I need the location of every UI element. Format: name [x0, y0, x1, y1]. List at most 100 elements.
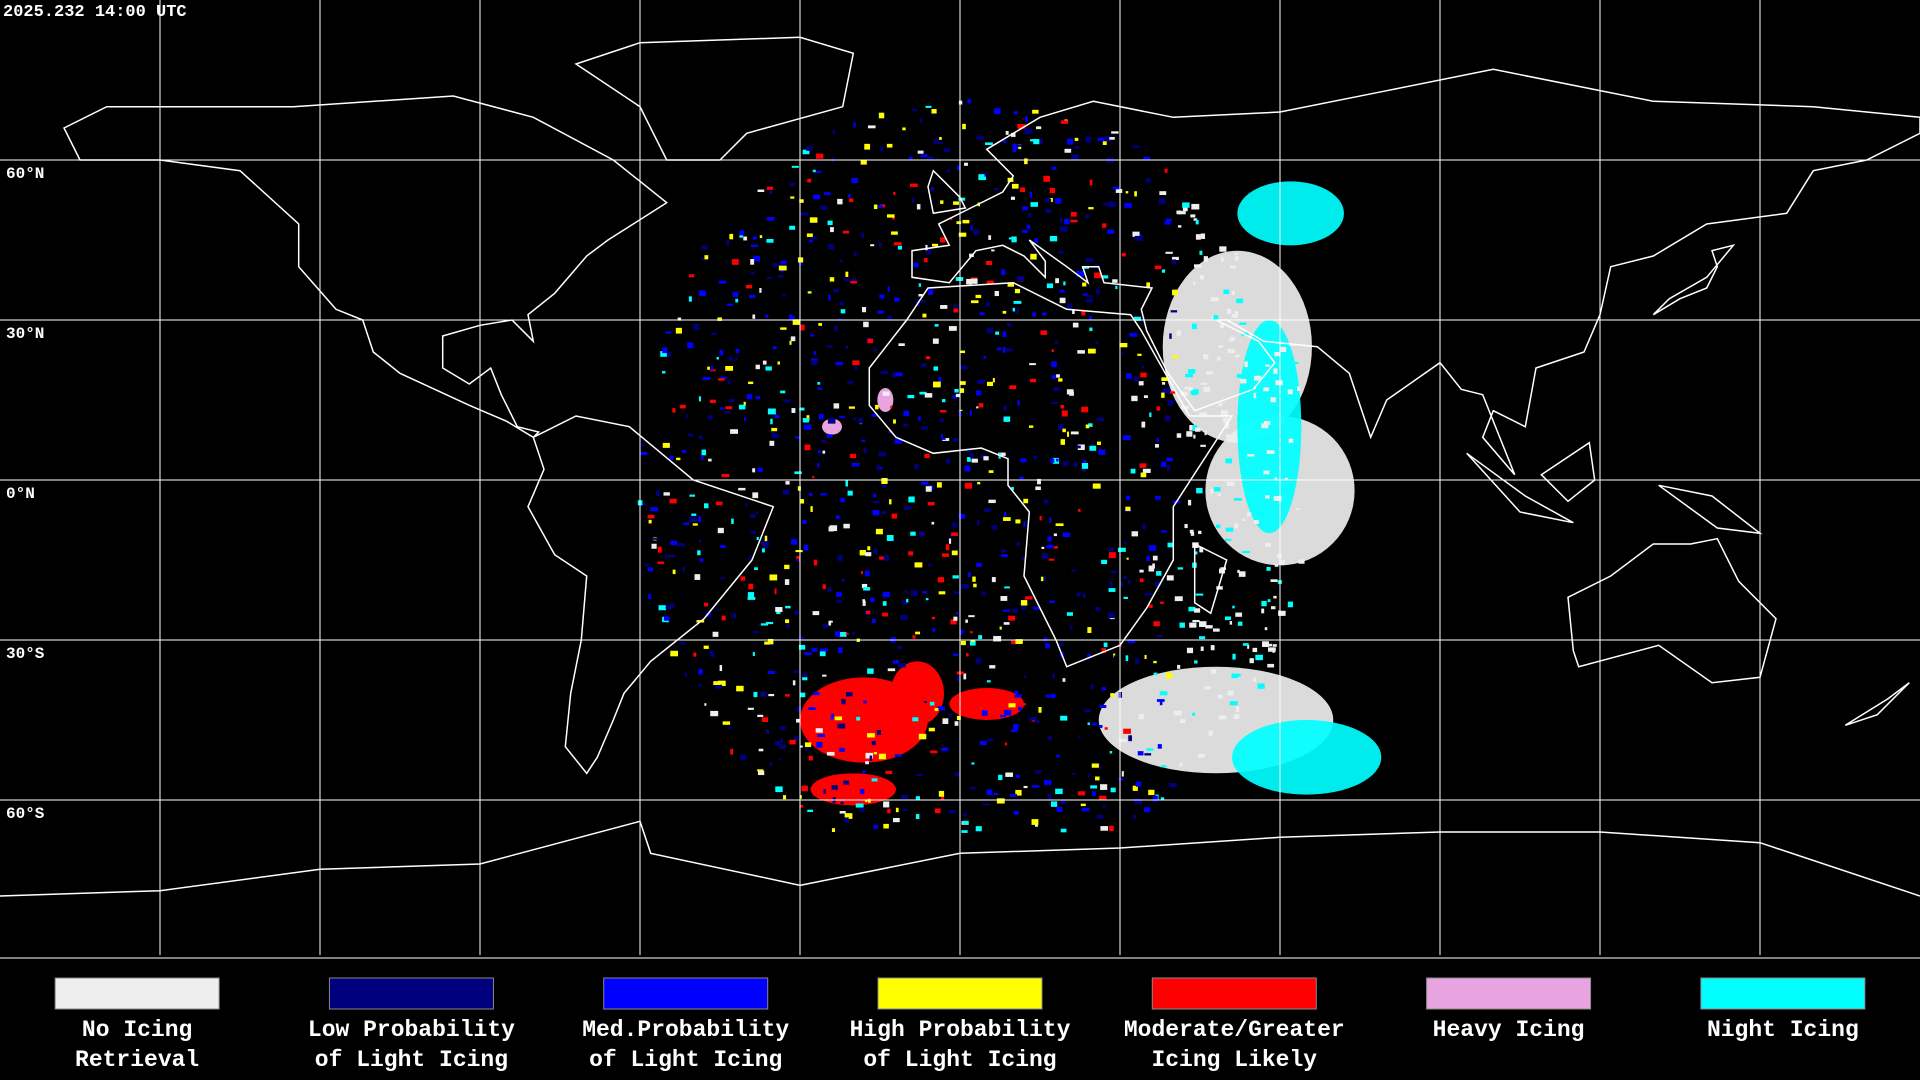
speckle	[837, 198, 843, 205]
speckle	[851, 463, 860, 467]
speckle	[731, 613, 737, 618]
speckle	[1186, 431, 1193, 437]
speckle	[1055, 278, 1060, 284]
speckle	[1028, 717, 1037, 721]
speckle	[797, 257, 804, 263]
speckle	[988, 235, 992, 240]
speckle	[1172, 289, 1178, 296]
speckle	[956, 611, 959, 615]
speckle	[1280, 560, 1285, 566]
speckle	[1195, 593, 1204, 596]
speckle	[1266, 450, 1275, 454]
speckle	[1059, 226, 1068, 232]
speckle	[1041, 553, 1048, 560]
speckle	[987, 381, 994, 387]
speckle	[1257, 683, 1265, 689]
speckle	[931, 616, 936, 620]
speckle	[1156, 634, 1163, 638]
speckle	[1273, 496, 1282, 501]
speckle	[701, 449, 707, 456]
speckle	[1224, 538, 1232, 541]
coastlines	[0, 36, 1920, 897]
speckle	[782, 293, 786, 296]
speckle	[672, 569, 676, 575]
speckle	[725, 406, 733, 410]
speckle	[1087, 654, 1092, 659]
speckle	[977, 481, 981, 485]
speckle	[760, 623, 769, 626]
lat-labels: 60°N 30°N 0°N 30°S 60°S	[6, 165, 45, 823]
speckle	[886, 535, 894, 541]
speckle	[860, 160, 867, 165]
speckle	[1072, 322, 1079, 328]
speckle	[749, 556, 754, 560]
speckle	[1237, 415, 1241, 422]
speckle	[1279, 346, 1287, 353]
speckle	[942, 437, 946, 440]
speckle	[1077, 444, 1085, 450]
speckle	[724, 411, 732, 414]
speckle	[1193, 281, 1196, 286]
speckle	[950, 619, 957, 625]
speckle	[698, 669, 703, 675]
speckle	[1236, 298, 1244, 304]
speckle	[1045, 208, 1052, 214]
speckle	[972, 576, 976, 582]
speckle	[689, 494, 696, 497]
speckle	[710, 365, 714, 371]
speckle	[824, 727, 828, 732]
speckle	[922, 591, 928, 594]
speckle	[1086, 298, 1094, 303]
speckle	[1165, 672, 1173, 679]
speckle	[1253, 519, 1259, 525]
speckle	[900, 614, 908, 620]
speckle	[822, 450, 826, 454]
speckle	[1025, 596, 1033, 600]
speckle	[813, 351, 817, 355]
speckle	[728, 356, 733, 362]
speckle	[911, 590, 918, 597]
speckle	[952, 305, 959, 309]
speckle	[817, 462, 820, 468]
speckle	[1003, 416, 1011, 422]
speckle	[647, 567, 654, 572]
speckle	[832, 156, 835, 162]
speckle	[841, 698, 846, 705]
speckle	[879, 556, 884, 560]
speckle	[862, 600, 866, 606]
speckle	[1002, 140, 1007, 143]
legend-label: Retrieval	[75, 1047, 199, 1073]
speckle	[1198, 530, 1202, 535]
speckle	[959, 350, 966, 354]
speckle	[743, 236, 748, 241]
lat-label: 0°N	[6, 485, 35, 503]
speckle	[967, 98, 971, 104]
speckle	[863, 447, 867, 454]
speckle	[1144, 654, 1147, 660]
speckle	[757, 467, 763, 472]
speckle	[1191, 323, 1197, 330]
speckle	[971, 458, 978, 463]
speckle	[1225, 527, 1234, 532]
speckle	[863, 321, 869, 328]
speckle	[912, 635, 916, 639]
speckle	[1007, 282, 1014, 287]
speckle	[924, 453, 930, 459]
speckle	[838, 632, 847, 637]
speckle	[962, 820, 969, 825]
speckle	[928, 727, 935, 732]
speckle	[704, 255, 709, 260]
speckle	[1039, 138, 1043, 145]
speckle	[983, 508, 992, 512]
speckle	[1026, 224, 1031, 230]
speckle	[662, 442, 670, 448]
speckle	[785, 694, 790, 697]
legend-swatch	[54, 977, 220, 1010]
speckle	[1196, 487, 1203, 494]
speckle	[1029, 191, 1033, 198]
speckle	[750, 259, 755, 265]
speckle	[955, 772, 961, 777]
speckle	[872, 618, 876, 624]
speckle	[820, 205, 828, 210]
speckle	[789, 340, 792, 345]
